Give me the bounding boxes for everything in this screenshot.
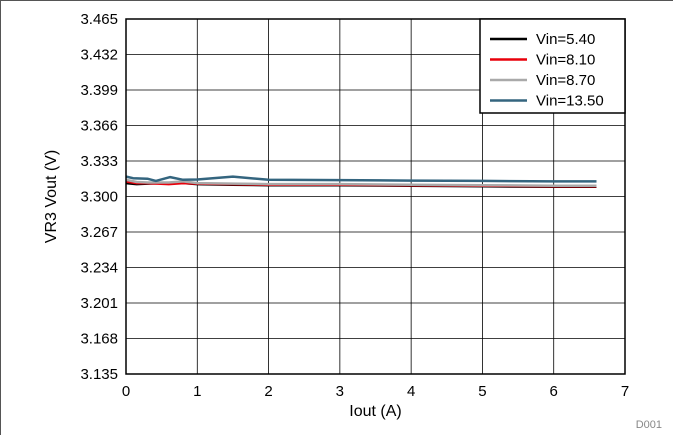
y-tick-label: 3.201 <box>80 295 118 312</box>
y-tick-label: 3.366 <box>80 118 118 135</box>
legend: Vin=5.40 Vin=8.10 Vin=8.70 Vin=13.50 <box>479 18 626 114</box>
legend-label: Vin=13.50 <box>536 93 604 110</box>
x-tick-label: 3 <box>336 383 344 400</box>
x-tick-label: 2 <box>264 383 272 400</box>
series-line-3 <box>125 178 597 187</box>
x-tick-label: 1 <box>193 383 201 400</box>
y-tick-label: 3.465 <box>80 11 118 28</box>
y-tick-label: 3.267 <box>80 224 118 241</box>
y-axis-label: VR3 Vout (V) <box>43 150 60 243</box>
x-tick-labels: 0 1 2 3 4 5 6 7 <box>122 383 629 400</box>
y-tick-label: 3.399 <box>80 82 118 99</box>
x-tick-label: 0 <box>122 383 130 400</box>
y-tick-label: 3.135 <box>80 366 118 383</box>
x-tick-label: 5 <box>478 383 486 400</box>
x-tick-label: 7 <box>621 383 629 400</box>
y-tick-labels: 3.135 3.168 3.201 3.234 3.267 3.300 3.333 3.366… <box>80 11 118 383</box>
y-tick-label: 3.234 <box>80 260 118 277</box>
plot-border <box>125 18 626 375</box>
legend-box <box>479 18 626 114</box>
x-axis-label: Iout (A) <box>349 403 401 420</box>
x-tick-label: 6 <box>550 383 558 400</box>
legend-label: Vin=5.40 <box>536 31 595 48</box>
series-layer <box>125 175 597 189</box>
y-tick-label: 3.333 <box>80 153 118 170</box>
legend-label: Vin=8.10 <box>536 52 595 69</box>
series-line-4 <box>125 175 597 183</box>
figure-id-label: D001 <box>636 419 662 431</box>
y-tick-label: 3.300 <box>80 189 118 206</box>
legend-label: Vin=8.70 <box>536 72 595 89</box>
x-tick-label: 4 <box>407 383 415 400</box>
y-tick-label: 3.432 <box>80 47 118 64</box>
y-tick-label: 3.168 <box>80 331 118 348</box>
